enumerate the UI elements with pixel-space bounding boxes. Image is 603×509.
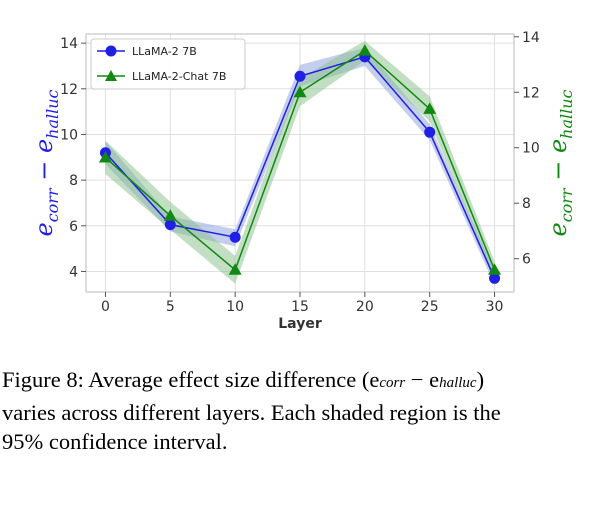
right-y-axis: 6 8 10 12 14 — [514, 30, 540, 268]
data-point-llama-chat — [358, 44, 372, 56]
series-markers — [98, 44, 502, 284]
right-y-tick-label: 8 — [522, 196, 531, 212]
left-y-axis: 4 6 8 10 12 14 — [60, 36, 86, 280]
legend-label-llama: LLaMA-2 7B — [132, 45, 197, 58]
legend: LLaMA-2 7B LLaMA-2-Chat 7B — [90, 38, 246, 90]
legend-label-llama-chat: LLaMA-2-Chat 7B — [132, 70, 226, 83]
right-y-tick-label: 10 — [522, 141, 540, 157]
legend-box — [90, 38, 246, 90]
left-y-tick-label: 8 — [69, 173, 78, 189]
x-tick-label: 25 — [421, 299, 439, 315]
x-tick-label: 10 — [226, 299, 244, 315]
chart: 0 5 10 15 20 25 30 4 6 8 10 12 14 6 8 10 12 14 Layer ec… — [30, 30, 576, 332]
left-y-tick-label: 12 — [60, 82, 78, 98]
left-y-axis-label: ecorr − ehalluc — [30, 89, 62, 236]
data-point-llama — [229, 231, 241, 243]
caption-line-1: Figure 8: Average effect size difference… — [2, 367, 485, 392]
x-tick-label: 20 — [356, 299, 374, 315]
left-y-tick-label: 10 — [60, 127, 78, 143]
data-point-llama-chat — [98, 150, 112, 163]
legend-marker-llama — [105, 45, 117, 57]
legend-marker-llama-chat — [105, 70, 117, 81]
x-tick-label: 5 — [166, 299, 175, 315]
right-y-tick-label: 6 — [522, 252, 531, 268]
left-y-tick-label: 4 — [69, 264, 78, 280]
data-point-llama-chat — [163, 209, 177, 221]
right-y-axis-label: ecorr − ehalluc — [544, 89, 576, 236]
data-point-llama-chat — [488, 263, 502, 275]
left-y-tick-label: 14 — [60, 36, 78, 52]
data-point-llama-chat — [293, 85, 307, 98]
right-y-tick-label: 14 — [522, 30, 540, 46]
data-point-llama — [424, 126, 436, 138]
data-point-llama-chat — [423, 102, 437, 114]
x-tick-label: 0 — [101, 299, 110, 315]
x-axis-label: Layer — [278, 316, 322, 332]
confidence-band-llama — [105, 47, 495, 286]
data-point-llama-chat — [228, 263, 242, 275]
x-tick-label: 30 — [486, 299, 504, 315]
plot-area — [85, 33, 515, 293]
x-axis: 0 5 10 15 20 25 30 — [101, 292, 503, 315]
data-point-llama — [294, 70, 306, 82]
left-y-tick-label: 6 — [69, 219, 78, 235]
figure-caption: Figure 8: Average effect size difference… — [2, 365, 602, 456]
data-point-llama — [164, 219, 176, 231]
caption-line-3: 95% confidence interval. — [2, 429, 228, 454]
caption-line-2: varies across different layers. Each sha… — [2, 400, 501, 425]
data-point-llama — [489, 272, 501, 284]
x-tick-label: 15 — [291, 299, 309, 315]
right-y-tick-label: 12 — [522, 85, 540, 101]
